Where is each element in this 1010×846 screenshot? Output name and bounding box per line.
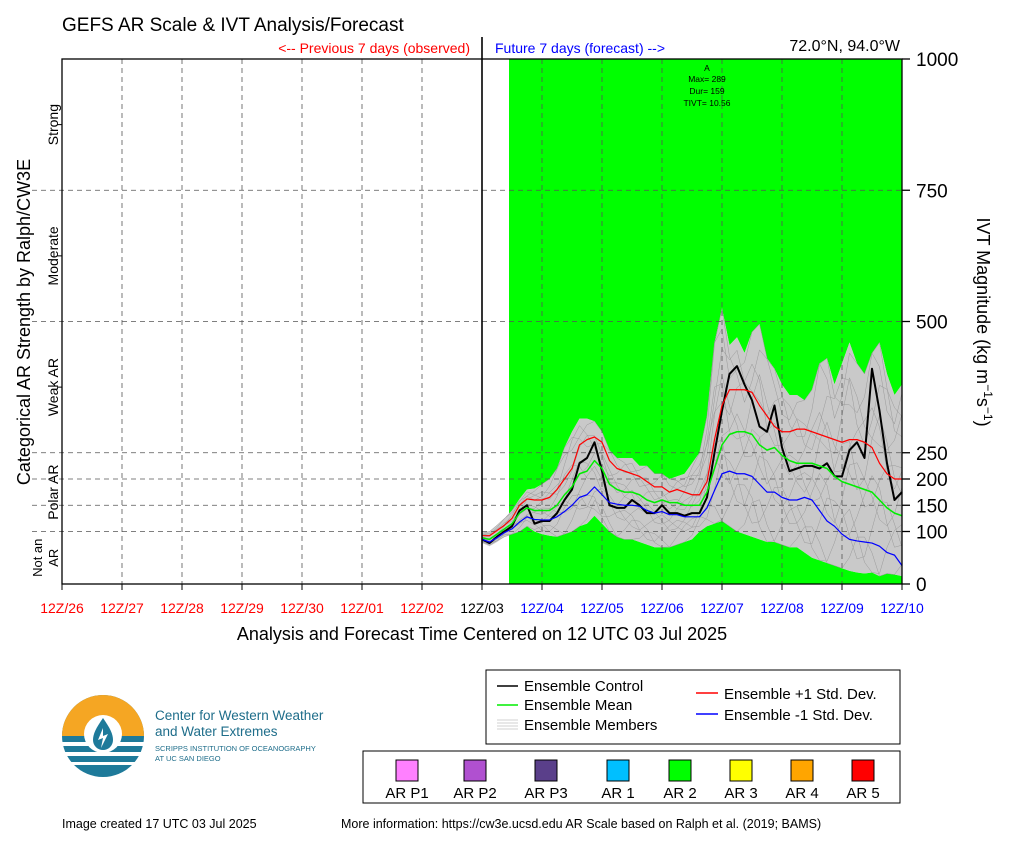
category-label: Polar AR <box>45 465 61 520</box>
x-tick-label: 12Z/07 <box>700 600 744 616</box>
x-tick-label: 12Z/01 <box>340 600 384 616</box>
category-swatch-label: AR P1 <box>385 785 428 802</box>
logo-line-3: SCRIPPS INSTITUTION OF OCEANOGRAPHY <box>155 744 316 753</box>
category-label: Moderate <box>45 226 61 285</box>
plot-grid <box>32 59 902 584</box>
ar-event-annotation: A Max= 289 Dur= 159 TIVT= 10.56 <box>683 63 730 108</box>
x-tick-label: 12Z/04 <box>520 600 564 616</box>
x-tick-label: 12Z/09 <box>820 600 864 616</box>
series-line <box>481 470 903 566</box>
category-legend: AR P1 AR P2 AR P3 AR 1 AR 2 AR 3 AR 4 AR 5 <box>362 750 901 804</box>
category-label: Weak AR <box>45 358 61 416</box>
cw3e-logo: Center for Western Weather and Water Ext… <box>62 695 324 777</box>
ensemble-member-line <box>481 323 903 534</box>
category-swatch-label: AR 1 <box>601 785 634 802</box>
x-tick-label: 12Z/10 <box>880 600 924 616</box>
ensemble-member-line <box>481 484 903 574</box>
logo-line-1: Center for Western Weather <box>155 708 324 723</box>
x-tick-label: 12Z/27 <box>100 600 144 616</box>
legend-label-minus-std: Ensemble -1 Std. Dev. <box>724 707 873 724</box>
right-axis-title-s: s <box>973 398 993 407</box>
y-tick-label: 1000 <box>916 50 958 71</box>
y-tick-label: 0 <box>916 575 927 596</box>
x-tick-label: 12Z/03 <box>460 600 504 616</box>
future-days-label: Future 7 days (forecast) --> <box>495 40 665 56</box>
ensemble-member-line <box>481 439 903 548</box>
ar-event-tivt: TIVT= 10.56 <box>683 98 730 108</box>
location-label: 72.0°N, 94.0°W <box>789 38 901 55</box>
right-axis-title-sup1: −1 <box>981 384 995 398</box>
category-swatch <box>534 759 558 782</box>
legend-label-members: Ensemble Members <box>524 717 657 734</box>
series-line <box>481 431 903 541</box>
x-tick-label: 12Z/29 <box>220 600 264 616</box>
line-legend-box <box>485 669 901 745</box>
cw3e-logo-mark <box>62 695 144 777</box>
category-labels: Strong Moderate Weak AR Polar AR Not an AR <box>30 104 61 577</box>
legend-label-mean: Ensemble Mean <box>524 697 632 714</box>
series-line <box>482 389 902 537</box>
x-axis-title: Analysis and Forecast Time Centered on 1… <box>237 624 727 644</box>
x-tick-labels: 12Z/26 12Z/27 12Z/28 12Z/29 12Z/30 12Z/01 12Z/… <box>40 584 924 616</box>
x-tick-label: 12Z/28 <box>160 600 204 616</box>
footer-info: More information: https://cw3e.ucsd.edu … <box>341 817 821 831</box>
ar-event-duration: Dur= 159 <box>689 86 724 96</box>
category-swatch-label: AR 4 <box>785 785 818 802</box>
legend-label-control: Ensemble Control <box>524 678 643 695</box>
logo-line-2: and Water Extremes <box>155 724 278 739</box>
y-tick-label: 150 <box>916 496 948 517</box>
right-axis-title-main: IVT Magnitude (kg m <box>973 217 993 384</box>
y-tick-labels: 0 100 150 200 250 500 750 1000 <box>57 50 958 596</box>
category-swatch <box>790 759 814 782</box>
y-tick-label: 250 <box>916 444 948 465</box>
category-swatch-label: AR 2 <box>663 785 696 802</box>
x-tick-label: 12Z/06 <box>640 600 684 616</box>
legend-label-plus-std: Ensemble +1 Std. Dev. <box>724 686 877 703</box>
category-swatch-label: AR P3 <box>524 785 567 802</box>
ensemble-member-line <box>481 499 903 577</box>
ensemble-member-line <box>481 308 903 536</box>
ensemble-lines <box>481 365 903 566</box>
right-axis-title: IVT Magnitude (kg m−1s−1) <box>973 217 995 426</box>
ensemble-members-band <box>481 308 903 577</box>
line-legend: Ensemble Control Ensemble Mean Ensemble … <box>485 669 901 745</box>
category-swatch-label: AR 5 <box>846 785 879 802</box>
logo-line-4: AT UC SAN DIEGO <box>155 754 221 763</box>
category-label: AR <box>46 549 61 567</box>
category-swatch <box>729 759 753 782</box>
category-label: Not an <box>30 539 45 577</box>
x-tick-label: 12Z/30 <box>280 600 324 616</box>
category-swatch <box>395 759 419 782</box>
left-axis-title: Categorical AR Strength by Ralph/CW3E <box>14 159 34 485</box>
ar-event-letter: A <box>704 63 710 73</box>
x-tick-label: 12Z/26 <box>40 600 84 616</box>
members-band-fill <box>482 308 902 577</box>
previous-days-label: <-- Previous 7 days (observed) <box>278 40 470 56</box>
category-label: Strong <box>45 104 61 145</box>
legend-swatch-members <box>497 719 518 730</box>
x-tick-label: 12Z/08 <box>760 600 804 616</box>
x-tick-label: 12Z/05 <box>580 600 624 616</box>
ar-event-max: Max= 289 <box>688 74 726 84</box>
right-axis-title-sup2: −1 <box>981 407 995 421</box>
category-swatch-label: AR 3 <box>724 785 757 802</box>
y-tick-label: 100 <box>916 523 948 544</box>
chart-title: GEFS AR Scale & IVT Analysis/Forecast <box>62 15 404 36</box>
ensemble-member-line <box>481 348 903 536</box>
y-tick-label: 500 <box>916 313 948 334</box>
category-swatch-label: AR P2 <box>453 785 496 802</box>
category-swatch <box>606 759 630 782</box>
category-swatch <box>463 759 487 782</box>
right-axis-title-close: ) <box>973 421 993 427</box>
footer-created: Image created 17 UTC 03 Jul 2025 <box>62 817 257 831</box>
category-swatch <box>851 759 875 782</box>
ensemble-member-line <box>481 373 903 538</box>
y-tick-label: 200 <box>916 470 948 491</box>
x-tick-label: 12Z/02 <box>400 600 444 616</box>
y-tick-label: 750 <box>916 181 948 202</box>
category-swatch <box>668 759 692 782</box>
